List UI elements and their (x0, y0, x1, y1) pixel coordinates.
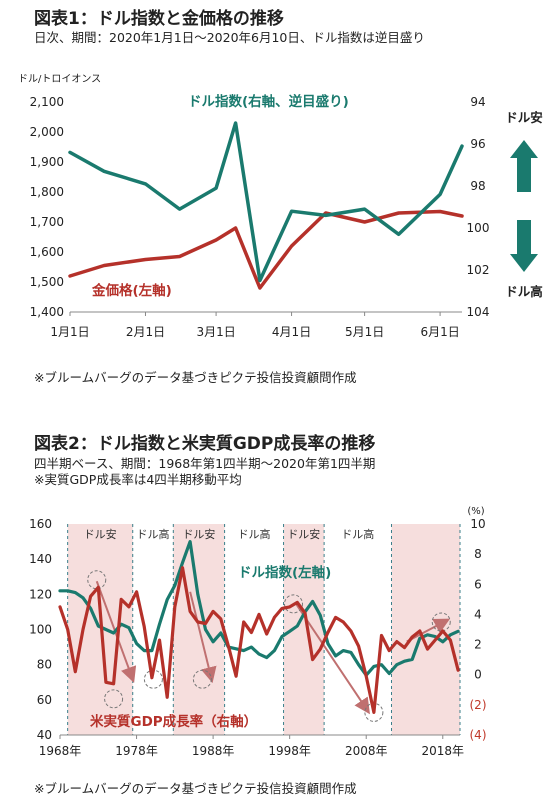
chart2-yleft-tick: 120 (29, 587, 52, 601)
regime-label: ドル安 (84, 527, 117, 541)
chart1-yright-tick: 102 (467, 263, 490, 277)
chart1-x-tick: 5月1日 (345, 325, 384, 339)
chart2-title: 図表2：ドル指数と米実質GDP成長率の推移 (34, 434, 376, 454)
highlight-circle (87, 570, 107, 590)
chart1-svg: ドル/トロイオンス 2,100 2,000 1,900 1,800 1,700 1,600… (18, 73, 543, 339)
chart1-yright-tick: 94 (470, 95, 485, 109)
chart1-yleft-tick: 1,900 (30, 155, 64, 169)
regime-label: ドル高 (341, 527, 374, 541)
chart2-x-tick: 1988年 (192, 744, 235, 758)
highlight-circle (431, 612, 451, 632)
chart2-yright-tick: 0 (474, 668, 482, 682)
trend-arrow (189, 591, 217, 684)
dollar-index-line (68, 121, 464, 283)
highlight-circle (104, 689, 124, 709)
chart2-x-tick: 2018年 (422, 744, 465, 758)
chart1-yleft-tick: 2,000 (30, 125, 64, 139)
chart1-subtitle: 日次、期間：2020年1月1日～2020年6月10日、ドル指数は逆目盛り (34, 30, 425, 45)
highlight-circle (283, 594, 303, 614)
chart2-yleft-tick: 80 (37, 658, 52, 672)
chart1-yright-tick: 96 (470, 137, 485, 151)
regime-label: ドル安 (182, 527, 215, 541)
chart2-yright-tick: 2 (474, 638, 482, 652)
highlight-circle (192, 669, 212, 689)
chart2-yright-tick: (2) (470, 698, 487, 712)
chart2-yleft-tick: 140 (29, 552, 52, 566)
chart1-yright-tick: 98 (470, 179, 485, 193)
chart2-yleft-tick: 160 (29, 517, 52, 531)
gold-price-line (68, 209, 464, 290)
chart2-yright-tick: 6 (474, 577, 482, 591)
regime-label: ドル高 (137, 527, 170, 541)
chart1-yleft-tick: 1,600 (30, 245, 64, 259)
chart1-title: 図表1：ドル指数と金価格の推移 (34, 9, 284, 29)
gdp-growth-line (58, 566, 460, 714)
chart2-yleft-tick: 60 (37, 693, 52, 707)
chart1-yunit: ドル/トロイオンス (18, 73, 101, 85)
chart1-x-tick: 2月1日 (126, 325, 165, 339)
chart2-note: ※ブルームバーグのデータ基づきピクテ投信投資顧問作成 (34, 781, 357, 796)
chart1-yleft-tick: 1,700 (30, 215, 64, 229)
chart2-yleft-tick: 40 (37, 728, 52, 742)
chart2-x-tick: 1978年 (115, 744, 158, 758)
chart2-yright-tick: 8 (474, 547, 482, 561)
chart2-x-tick: 1968年 (39, 744, 82, 758)
chart1-dollar-weak-label: ドル安 (505, 110, 543, 125)
dollar-index-line (58, 539, 460, 677)
chart2-dollar-label: ドル指数(左軸) (238, 564, 331, 581)
chart1-note: ※ブルームバーグのデータ基づきピクテ投信投資顧問作成 (34, 370, 357, 385)
chart1-x-tick: 6月1日 (420, 325, 459, 339)
chart2-gdp-label: 米実質GDP成長率（右軸） (90, 713, 257, 730)
chart1-yright-tick: 104 (467, 305, 490, 319)
chart1-yleft-tick: 1,500 (30, 275, 64, 289)
chart1-x-tick: 3月1日 (196, 325, 235, 339)
chart1-dollar-strong-label: ドル高 (505, 284, 543, 299)
chart2-yleft-tick: 100 (29, 623, 52, 637)
chart2-x-tick: 2008年 (345, 744, 388, 758)
chart2-subtitle2: ※実質GDP成長率は4四半期移動平均 (34, 472, 242, 487)
chart1-yright-tick: 100 (467, 221, 490, 235)
chart2-yright-tick: (4) (470, 728, 487, 742)
weak-dollar-period-shade (391, 524, 460, 735)
chart2-yright-tick: 4 (474, 607, 482, 621)
chart2-yright-unit: (%) (467, 506, 484, 517)
chart1-x-tick: 4月1日 (272, 325, 311, 339)
regime-label: ドル高 (238, 527, 271, 541)
chart2-x-tick: 1998年 (268, 744, 311, 758)
chart1-yleft-tick: 1,400 (30, 305, 64, 319)
chart1-yleft-tick: 1,800 (30, 185, 64, 199)
regime-label: ドル安 (287, 527, 320, 541)
chart2-subtitle: 四半期ベース、期間：1968年第1四半期～2020年第1四半期 (34, 456, 376, 471)
up-arrow-icon (510, 140, 538, 192)
chart1-x-tick: 1月1日 (50, 325, 89, 339)
chart1-dollar-label: ドル指数(右軸、逆目盛り) (188, 93, 349, 110)
down-arrow-icon (510, 220, 538, 272)
chart2-yright-tick: 10 (470, 517, 485, 531)
chart1-yleft-tick: 2,100 (30, 95, 64, 109)
chart1-gold-label: 金価格(左軸) (91, 282, 172, 299)
